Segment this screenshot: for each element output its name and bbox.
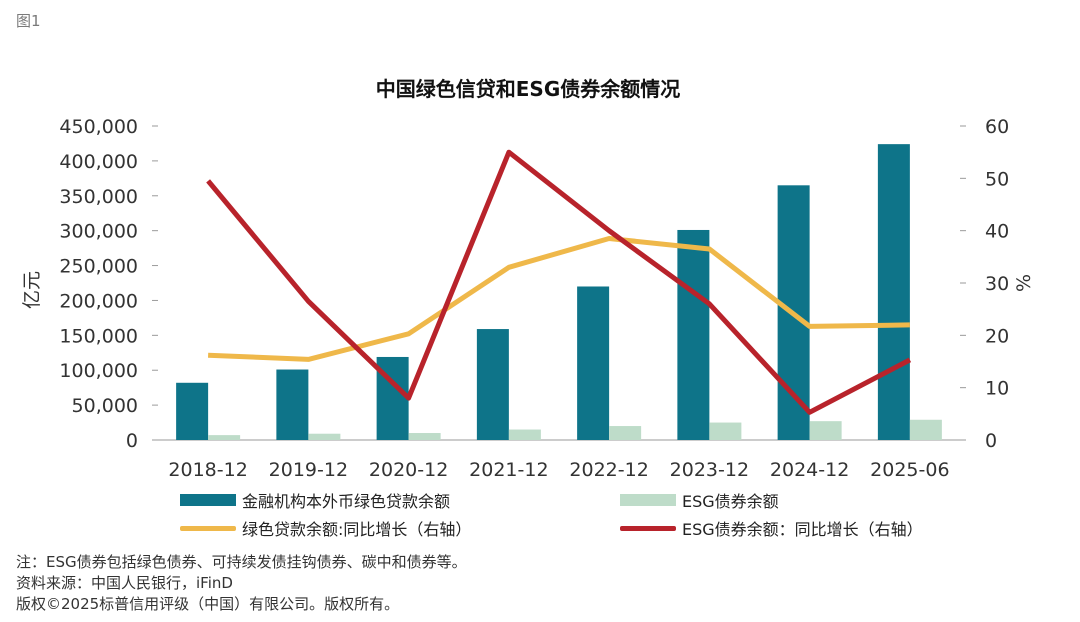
y-right-tick-label: 60	[985, 116, 1009, 138]
x-tick-label: 2024-12	[770, 459, 849, 481]
legend-swatch-green-loan-balance	[180, 494, 236, 506]
bar-green-loan-balance	[176, 382, 209, 440]
x-tick-label: 2022-12	[569, 459, 648, 481]
legend-label-green-loan-balance: 金融机构本外币绿色贷款余额	[242, 492, 451, 511]
y-left-axis-label: 亿元	[21, 271, 43, 309]
y-left-tick-label: 50,000	[72, 395, 138, 417]
bar-esg-bond-balance	[909, 419, 942, 440]
legend-label-esg-bond-growth: ESG债券余额：同比增长（右轴）	[682, 520, 923, 539]
bar-esg-bond-balance	[208, 435, 241, 440]
line-green-loan-growth	[207, 236, 910, 362]
y-right-tick-label: 20	[985, 325, 1009, 347]
footer-source: 资料来源：中国人民银行，iFinD	[16, 574, 233, 592]
y-left-tick-label: 200,000	[59, 290, 138, 312]
y-left-tick-label: 400,000	[59, 151, 138, 173]
y-right-axis-label: %	[1013, 274, 1035, 292]
bar-green-loan-balance	[276, 369, 309, 440]
legend-item-esg-bond-balance: ESG债券余额	[620, 488, 779, 512]
y-right-tick-label: 40	[985, 221, 1009, 243]
y-right-tick-label: 10	[985, 378, 1009, 400]
bar-esg-bond-balance	[709, 422, 742, 440]
legend-item-green-loan-growth: 绿色贷款余额:同比增长（右轴）	[180, 516, 471, 540]
legend-label-esg-bond-balance: ESG债券余额	[682, 492, 779, 511]
bar-esg-bond-balance	[508, 429, 541, 440]
bar-green-loan-balance	[476, 329, 509, 440]
bar-green-loan-balance	[877, 144, 910, 441]
chart-footer: 注：ESG债券包括绿色债券、可持续发债挂钩债券、碳中和债券等。 资料来源：中国人…	[16, 552, 467, 615]
x-tick-label: 2023-12	[670, 459, 749, 481]
y-left-tick-label: 250,000	[59, 256, 138, 278]
footer-copyright: 版权©2025标普信用评级（中国）有限公司。版权所有。	[16, 595, 400, 613]
y-left-tick-label: 350,000	[59, 186, 138, 208]
y-left-tick-label: 450,000	[59, 116, 138, 138]
bar-esg-bond-balance	[408, 433, 441, 440]
x-tick-label: 2018-12	[168, 459, 247, 481]
chart-title: 中国绿色信贷和ESG债券余额情况	[376, 77, 680, 101]
chart: 中国绿色信贷和ESG债券余额情况050,000100,000150,000200…	[21, 77, 1035, 481]
x-tick-label: 2025-06	[870, 459, 949, 481]
footer-note: 注：ESG债券包括绿色债券、可持续发债挂钩债券、碳中和债券等。	[16, 553, 467, 571]
legend-item-esg-bond-growth: ESG债券余额：同比增长（右轴）	[620, 516, 923, 540]
chart-legend: 金融机构本外币绿色贷款余额 ESG债券余额 绿色贷款余额:同比增长（右轴） ES…	[0, 488, 1080, 548]
legend-swatch-esg-bond-growth	[620, 525, 676, 531]
y-right-tick-label: 0	[985, 430, 997, 452]
line-esg-bond-growth	[206, 149, 912, 415]
x-tick-label: 2020-12	[369, 459, 448, 481]
bar-esg-bond-balance	[809, 421, 842, 440]
y-left-tick-label: 300,000	[59, 221, 138, 243]
y-left-tick-label: 150,000	[59, 325, 138, 347]
legend-item-green-loan-balance: 金融机构本外币绿色贷款余额	[180, 488, 450, 512]
bar-esg-bond-balance	[609, 426, 642, 440]
figure-label: 图1	[16, 12, 41, 30]
bar-green-loan-balance	[677, 229, 710, 440]
legend-swatch-esg-bond-balance	[620, 494, 676, 506]
y-left-tick-label: 0	[126, 430, 138, 452]
x-tick-label: 2019-12	[269, 459, 348, 481]
legend-label-green-loan-growth: 绿色贷款余额:同比增长（右轴）	[242, 520, 472, 539]
bar-green-loan-balance	[577, 286, 610, 440]
y-right-tick-label: 50	[985, 168, 1009, 190]
y-left-tick-label: 100,000	[59, 360, 138, 382]
y-right-tick-label: 30	[985, 273, 1009, 295]
bar-esg-bond-balance	[308, 433, 341, 440]
x-tick-label: 2021-12	[469, 459, 548, 481]
legend-swatch-green-loan-growth	[180, 525, 236, 531]
